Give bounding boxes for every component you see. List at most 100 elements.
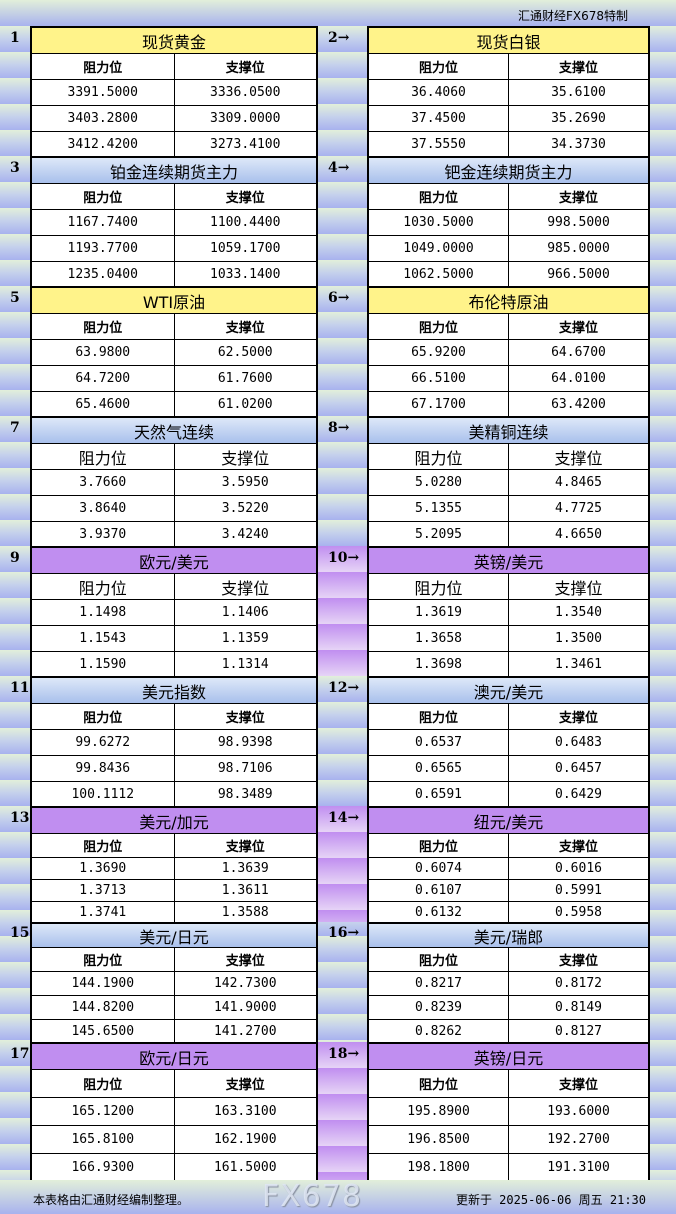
section-row: 13 美元/加元 阻力位 支撑位 1.3690 1.3639 1.3713 1.3611 1.3… xyxy=(0,806,676,924)
resistance-value: 67.1700 xyxy=(369,392,509,417)
table-row: 0.8262 0.8127 xyxy=(369,1020,648,1044)
support-header: 支撑位 xyxy=(225,61,265,76)
table-row: 1062.5000 966.5000 xyxy=(369,262,648,288)
support-value: 141.2700 xyxy=(213,1024,277,1039)
resistance-header: 阻力位 xyxy=(32,314,175,339)
support-value: 0.6457 xyxy=(555,761,602,776)
table-row: 1.3713 1.3611 xyxy=(32,880,316,902)
column-header-row: 阻力位 支撑位 xyxy=(32,834,316,858)
support-value: 4.6650 xyxy=(555,527,602,542)
table-row: 3391.5000 3336.0500 xyxy=(32,80,316,106)
column-header-row: 阻力位 支撑位 xyxy=(369,834,648,858)
quote-table-16: 美元/瑞郎 阻力位 支撑位 0.8217 0.8172 0.8239 0.8149 0.826… xyxy=(367,922,650,1044)
support-value: 998.5000 xyxy=(547,215,610,230)
support-value: 0.6016 xyxy=(555,861,602,876)
table-row: 3.8640 3.5220 xyxy=(32,496,316,522)
support-header: 支撑位 xyxy=(221,578,270,598)
resistance-value: 0.6074 xyxy=(369,858,509,879)
resistance-value: 1.3713 xyxy=(32,880,175,901)
resistance-value: 5.2095 xyxy=(369,522,509,547)
column-header-row: 阻力位 支撑位 xyxy=(369,314,648,340)
support-value: 0.6429 xyxy=(555,787,602,802)
resistance-value: 64.7200 xyxy=(32,366,175,391)
resistance-header: 阻力位 xyxy=(369,444,509,469)
support-value: 0.8172 xyxy=(555,976,602,991)
resistance-header: 阻力位 xyxy=(369,948,509,971)
table-row: 66.5100 64.0100 xyxy=(369,366,648,392)
table-row: 144.1900 142.7300 xyxy=(32,972,316,996)
instrument-title: 澳元/美元 xyxy=(369,678,648,704)
table-row: 1030.5000 998.5000 xyxy=(369,210,648,236)
instrument-title: 欧元/美元 xyxy=(32,548,316,574)
resistance-value: 196.8500 xyxy=(369,1126,509,1153)
table-row: 100.1112 98.3489 xyxy=(32,782,316,808)
resistance-value: 3.8640 xyxy=(32,496,175,521)
resistance-value: 0.8217 xyxy=(369,972,509,995)
column-header-row: 阻力位 支撑位 xyxy=(32,1070,316,1098)
footer: 本表格由汇通财经编制整理。 FX678 更新于 2025-06-06 周五 21… xyxy=(0,1180,676,1214)
middle-strip xyxy=(316,806,368,922)
instrument-title: 现货黄金 xyxy=(32,28,316,54)
section-number: 1 xyxy=(10,30,20,46)
table-row: 63.9800 62.5000 xyxy=(32,340,316,366)
section-number: 10→ xyxy=(328,550,360,566)
instrument-title: 现货白银 xyxy=(369,28,648,54)
table-row: 1.3690 1.3639 xyxy=(32,858,316,880)
support-value: 3.4240 xyxy=(221,527,269,542)
footer-note: 本表格由汇通财经编制整理。 xyxy=(33,1193,190,1207)
resistance-value: 1.3690 xyxy=(32,858,175,879)
resistance-value: 63.9800 xyxy=(32,340,175,365)
resistance-value: 65.4600 xyxy=(32,392,175,417)
support-value: 1.3611 xyxy=(221,883,269,898)
section-row: 3 铂金连续期货主力 阻力位 支撑位 1167.7400 1100.4400 1193.77… xyxy=(0,156,676,288)
support-value: 1.1406 xyxy=(221,605,269,620)
column-header-row: 阻力位 支撑位 xyxy=(32,948,316,972)
table-row: 144.8200 141.9000 xyxy=(32,996,316,1020)
support-header: 支撑位 xyxy=(558,61,598,76)
support-value: 98.3489 xyxy=(217,787,273,802)
support-value: 142.7300 xyxy=(213,976,277,991)
table-row: 145.6500 141.2700 xyxy=(32,1020,316,1044)
support-value: 3273.4100 xyxy=(210,137,281,152)
resistance-header: 阻力位 xyxy=(32,444,175,469)
support-header: 支撑位 xyxy=(225,191,265,206)
support-value: 1.3588 xyxy=(221,905,269,920)
resistance-value: 166.9300 xyxy=(32,1154,175,1181)
support-value: 985.0000 xyxy=(547,241,610,256)
table-row: 195.8900 193.6000 xyxy=(369,1098,648,1126)
section-number: 17 xyxy=(10,1046,30,1062)
section-number: 2→ xyxy=(328,30,350,46)
column-header-row: 阻力位 支撑位 xyxy=(32,54,316,80)
resistance-value: 3403.2800 xyxy=(32,106,175,131)
table-row: 5.2095 4.6650 xyxy=(369,522,648,548)
support-value: 141.9000 xyxy=(213,1000,277,1015)
table-row: 1.1543 1.1359 xyxy=(32,626,316,652)
section-number: 12→ xyxy=(328,680,360,696)
support-value: 1.1314 xyxy=(221,657,269,672)
support-value: 64.0100 xyxy=(551,371,606,386)
watermark-logo: FX678 xyxy=(262,1179,363,1214)
support-header: 支撑位 xyxy=(558,1078,598,1093)
quote-table-5: WTI原油 阻力位 支撑位 63.9800 62.5000 64.7200 61.7600 6… xyxy=(30,286,318,418)
support-value: 3309.0000 xyxy=(210,111,281,126)
table-row: 1.3619 1.3540 xyxy=(369,600,648,626)
support-header: 支撑位 xyxy=(225,954,265,969)
quote-table-10: 英镑/美元 阻力位 支撑位 1.3619 1.3540 1.3658 1.3500 1.369… xyxy=(367,546,650,678)
table-row: 99.8436 98.7106 xyxy=(32,756,316,782)
support-header: 支撑位 xyxy=(221,448,270,468)
table-row: 5.0280 4.8465 xyxy=(369,470,648,496)
middle-strip xyxy=(316,546,368,676)
resistance-value: 5.1355 xyxy=(369,496,509,521)
instrument-title: 天然气连续 xyxy=(32,418,316,444)
table-row: 1235.0400 1033.1400 xyxy=(32,262,316,288)
section-row: 1 现货黄金 阻力位 支撑位 3391.5000 3336.0500 3403.2800 33… xyxy=(0,26,676,158)
table-row: 0.6074 0.6016 xyxy=(369,858,648,880)
table-row: 1.1590 1.1314 xyxy=(32,652,316,678)
support-value: 63.4200 xyxy=(551,397,606,412)
resistance-value: 1.1498 xyxy=(32,600,175,625)
quote-table-6: 布伦特原油 阻力位 支撑位 65.9200 64.6700 66.5100 64.0100 6… xyxy=(367,286,650,418)
resistance-value: 1.3658 xyxy=(369,626,509,651)
table-row: 3.9370 3.4240 xyxy=(32,522,316,548)
resistance-value: 99.6272 xyxy=(32,730,175,755)
support-value: 64.6700 xyxy=(551,345,606,360)
